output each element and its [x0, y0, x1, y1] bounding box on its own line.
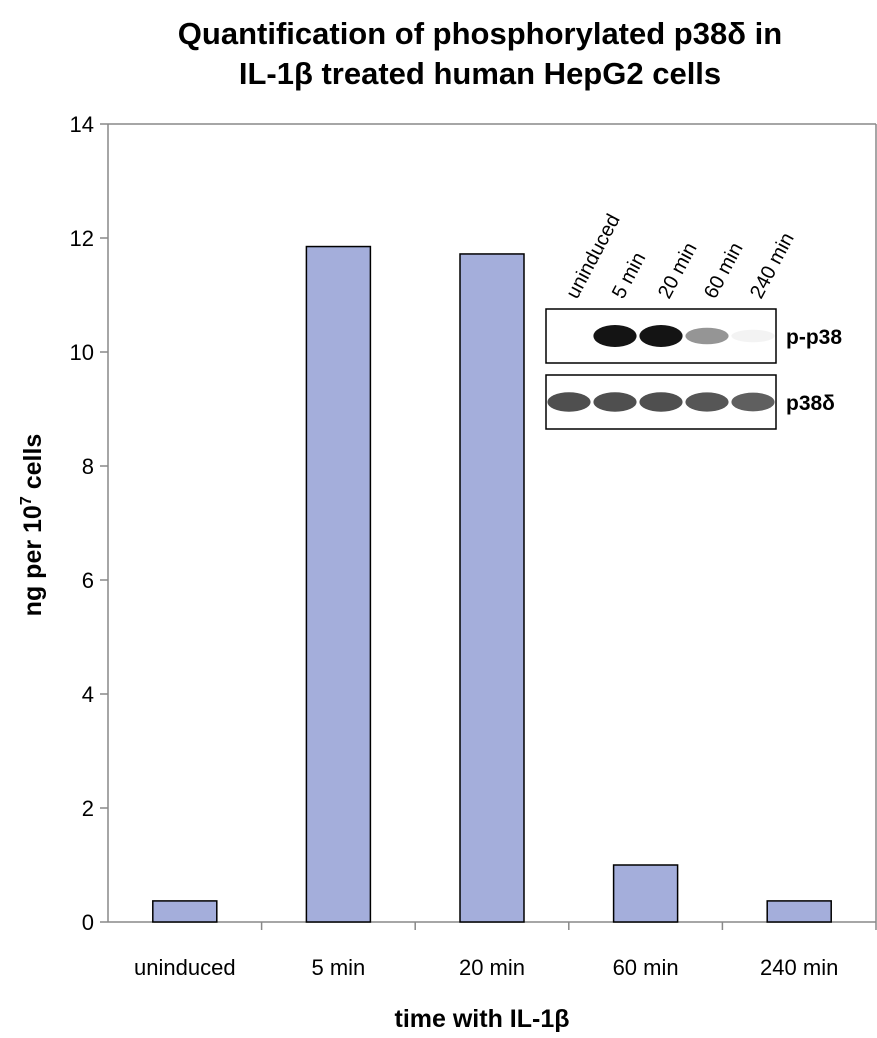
y-axis-title-suffix: cells	[19, 434, 47, 497]
bar-60-min	[612, 864, 679, 923]
y-axis-title: ng per 107 cells	[18, 434, 47, 617]
blot-band	[731, 329, 775, 343]
y-axis-title-prefix: ng per 10	[19, 505, 47, 616]
chart-title-line-2: IL-1β treated human HepG2 cells	[239, 56, 721, 91]
x-axis-title: time with IL-1β	[395, 1005, 570, 1033]
blot-lane-label: 240 min	[746, 229, 799, 302]
y-tick-label: 2	[82, 796, 94, 821]
bar-20-min	[459, 253, 525, 923]
blot-band	[639, 392, 683, 412]
y-axis-title-superscript: 7	[18, 496, 35, 505]
x-tick-label: 240 min	[760, 955, 838, 980]
blot-lane-label: 60 min	[700, 239, 748, 302]
blot-band	[685, 392, 729, 412]
bar-5-min	[305, 245, 372, 923]
chart-title-line-1: Quantification of phosphorylated p38δ in	[178, 16, 782, 51]
blot-band	[685, 327, 729, 345]
blot-row-label: p-p38	[786, 326, 842, 349]
bar-240-min	[766, 900, 832, 923]
blot-band	[547, 392, 591, 412]
y-tick-label: 0	[82, 910, 94, 935]
y-tick-label: 12	[70, 226, 94, 251]
bar-uninduced	[152, 900, 218, 923]
blot-band	[639, 325, 683, 347]
y-tick-label: 8	[82, 454, 94, 479]
blot-lane-label: 20 min	[654, 239, 702, 302]
blot-band	[593, 325, 637, 347]
y-tick-label: 6	[82, 568, 94, 593]
y-tick-label: 14	[70, 112, 94, 137]
y-tick-label: 4	[82, 682, 94, 707]
x-tick-label: uninduced	[134, 955, 236, 980]
x-tick-label: 20 min	[459, 955, 525, 980]
x-tick-label: 60 min	[613, 955, 679, 980]
blot-band	[593, 392, 637, 412]
blot-lane-label: 5 min	[608, 249, 650, 303]
blot-band	[731, 392, 775, 412]
x-tick-label: 5 min	[312, 955, 366, 980]
y-tick-label: 10	[70, 340, 94, 365]
blot-row-label: p38δ	[786, 392, 835, 415]
